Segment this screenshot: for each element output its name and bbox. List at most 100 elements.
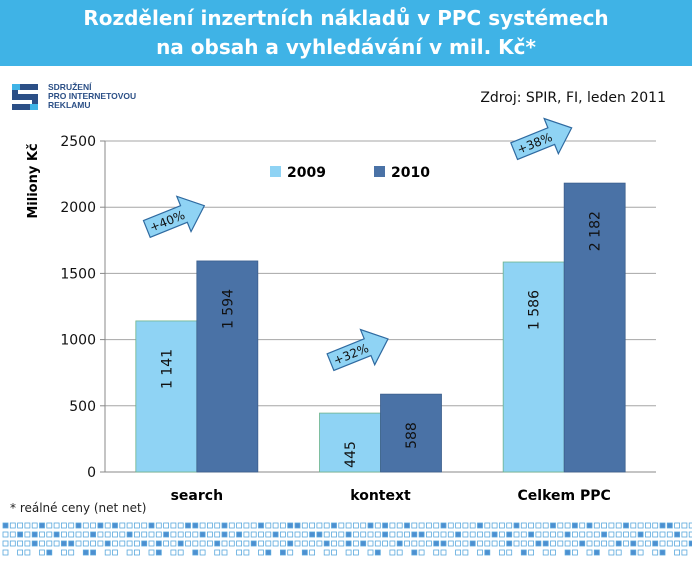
decorative-dot (498, 540, 505, 547)
decorative-dot (2, 522, 9, 529)
decorative-dot (9, 540, 16, 547)
decorative-dot (360, 531, 367, 538)
decorative-dot (301, 549, 308, 556)
decorative-dot (126, 522, 133, 529)
decorative-dot (447, 522, 454, 529)
decorative-dot (279, 531, 286, 538)
y-tick-label: 2000 (60, 200, 96, 216)
decorative-dot (258, 522, 264, 529)
logo-line-3: REKLAMU (48, 100, 91, 110)
decorative-dot (53, 540, 60, 547)
decorative-dot (550, 522, 556, 529)
decorative-dot (681, 549, 688, 556)
decorative-dot (68, 531, 75, 538)
decorative-dot (126, 540, 133, 547)
decorative-dot (601, 540, 607, 547)
decorative-dot (119, 531, 126, 538)
decorative-dot (477, 540, 483, 547)
decorative-dot (681, 522, 688, 529)
decorative-dot (528, 522, 534, 529)
decorative-dot (396, 549, 403, 556)
decorative-dot (608, 522, 615, 529)
decorative-dot (177, 531, 184, 538)
decorative-dot (68, 540, 75, 547)
y-tick-label: 1000 (60, 333, 96, 349)
decorative-dot (433, 522, 440, 529)
decorative-dot (498, 531, 505, 538)
decorative-dot (177, 522, 184, 529)
decorative-dot (206, 540, 213, 547)
decorative-dot (228, 522, 235, 529)
decorative-dot (126, 531, 133, 538)
decorative-dot (433, 540, 440, 547)
decorative-dot (498, 549, 505, 556)
decorative-dot (630, 522, 637, 529)
decorative-dot (374, 531, 381, 538)
decorative-dot (360, 540, 367, 547)
decorative-dot (477, 522, 483, 529)
decorative-dot (90, 531, 96, 538)
decorative-dot (17, 549, 24, 556)
decorative-dot (367, 522, 374, 529)
decorative-dot (199, 531, 206, 538)
decorative-dot (513, 522, 520, 529)
decorative-dot (411, 522, 418, 529)
decorative-dot (243, 549, 250, 556)
data-label: 1 141 (159, 349, 175, 389)
decorative-dot (133, 522, 140, 529)
decorative-dot (112, 531, 118, 538)
decorative-dot (301, 540, 308, 547)
decorative-dot (455, 531, 462, 538)
decorative-dot (39, 540, 45, 547)
decorative-dot (61, 531, 67, 538)
title-banner: Rozdělení inzertních nákladů v PPC systé… (0, 0, 692, 66)
decorative-dot (615, 540, 622, 547)
decorative-dot (674, 531, 680, 538)
decorative-dot (126, 549, 133, 556)
decorative-dot (163, 540, 170, 547)
decorative-dot (243, 540, 250, 547)
decorative-dot (141, 540, 148, 547)
bar-2010-0 (196, 260, 259, 473)
decorative-dot (309, 549, 316, 556)
decorative-dot (674, 522, 680, 529)
decorative-dot (462, 522, 469, 529)
decorative-dot (462, 531, 469, 538)
decorative-dot (214, 522, 221, 529)
decorative-dot (360, 522, 367, 529)
decorative-dot (31, 540, 38, 547)
decorative-dot (630, 549, 637, 556)
decorative-dot (309, 531, 316, 538)
logo-text: SDRUŽENÍ PRO INTERNETOVOU REKLAMU (48, 83, 136, 110)
decorative-dot (550, 540, 556, 547)
decorative-dot (148, 540, 155, 547)
x-tick-label: kontext (350, 488, 411, 504)
bar-2010-1 (380, 393, 442, 473)
bar-2009-1 (319, 412, 381, 473)
decorative-dot (104, 531, 111, 538)
decorative-dot (455, 522, 462, 529)
decorative-dot (623, 540, 629, 547)
decorative-dot (608, 531, 615, 538)
footnote: * reálné ceny (net net) (10, 501, 147, 515)
decorative-dot (425, 540, 432, 547)
decorative-dot (141, 522, 148, 529)
decorative-dot (477, 531, 483, 538)
decorative-dot (425, 522, 432, 529)
decorative-dot (301, 522, 308, 529)
decorative-dot (170, 540, 177, 547)
decorative-dot (294, 522, 301, 529)
decorative-dot (506, 531, 513, 538)
decorative-dot (411, 549, 418, 556)
decorative-dot (148, 549, 155, 556)
decorative-dot (279, 522, 286, 529)
decorative-dot (520, 540, 527, 547)
decorative-dot (550, 531, 556, 538)
decorative-dot (228, 540, 235, 547)
decorative-dot (90, 540, 96, 547)
decorative-dot (462, 549, 469, 556)
decorative-dot (221, 531, 228, 538)
logo-line-1: SDRUŽENÍ (48, 82, 92, 92)
decorative-dot (192, 531, 199, 538)
